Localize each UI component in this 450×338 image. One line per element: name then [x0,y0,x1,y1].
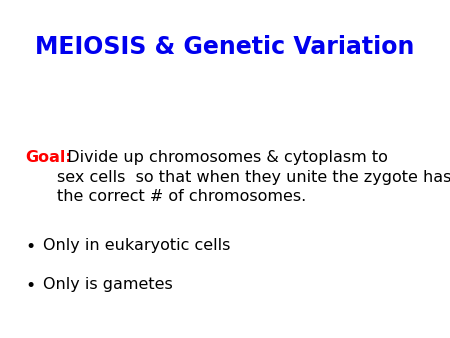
Text: •: • [26,277,36,295]
Text: Only in eukaryotic cells: Only in eukaryotic cells [43,238,230,253]
Text: Goal:: Goal: [25,150,72,165]
Text: •: • [26,238,36,256]
Text: Divide up chromosomes & cytoplasm to
sex cells  so that when they unite the zygo: Divide up chromosomes & cytoplasm to sex… [57,150,450,204]
Text: Only is gametes: Only is gametes [43,277,172,292]
Text: MEIOSIS & Genetic Variation: MEIOSIS & Genetic Variation [35,35,415,59]
